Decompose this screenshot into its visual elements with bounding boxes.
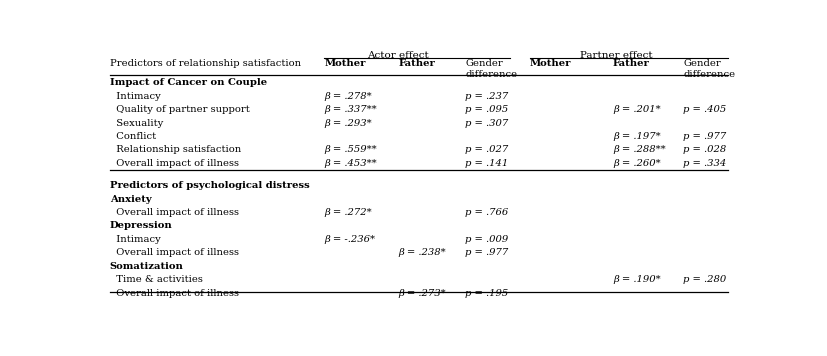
Text: β = .201*: β = .201* — [613, 105, 661, 114]
Text: p = .977: p = .977 — [683, 132, 727, 141]
Text: p = .977: p = .977 — [466, 248, 509, 257]
Text: Gender
difference: Gender difference — [466, 59, 518, 79]
Text: p = .307: p = .307 — [466, 119, 509, 127]
Text: p = .095: p = .095 — [466, 105, 509, 114]
Text: Conflict: Conflict — [110, 132, 156, 141]
Text: β = .288**: β = .288** — [613, 146, 666, 155]
Text: Intimacy: Intimacy — [110, 92, 160, 101]
Text: β = .197*: β = .197* — [613, 132, 661, 141]
Text: p = .280: p = .280 — [683, 275, 727, 284]
Text: β = .190*: β = .190* — [613, 275, 661, 284]
Text: p = .237: p = .237 — [466, 92, 509, 101]
Text: p = .405: p = .405 — [683, 105, 727, 114]
Text: Anxiety: Anxiety — [110, 194, 151, 204]
Text: β = .278*: β = .278* — [324, 92, 372, 101]
Text: β = .337**: β = .337** — [324, 105, 377, 114]
Text: Overall impact of illness: Overall impact of illness — [110, 208, 239, 217]
Text: β = .293*: β = .293* — [324, 119, 372, 127]
Text: β = -.236*: β = -.236* — [324, 235, 375, 244]
Text: β = .273*: β = .273* — [399, 289, 446, 298]
Text: p = .195: p = .195 — [466, 289, 509, 298]
Text: Impact of Cancer on Couple: Impact of Cancer on Couple — [110, 78, 267, 87]
Text: Intimacy: Intimacy — [110, 235, 160, 244]
Text: Mother: Mother — [529, 59, 571, 68]
Text: β = .238*: β = .238* — [399, 248, 446, 257]
Text: Father: Father — [399, 59, 435, 68]
Text: Gender
difference: Gender difference — [683, 59, 735, 79]
Text: Time & activities: Time & activities — [110, 275, 203, 284]
Text: p = .028: p = .028 — [683, 146, 727, 155]
Text: p = .009: p = .009 — [466, 235, 509, 244]
Text: β = .453**: β = .453** — [324, 159, 377, 168]
Text: Sexuality: Sexuality — [110, 119, 163, 127]
Text: β = .559**: β = .559** — [324, 146, 377, 155]
Text: Relationship satisfaction: Relationship satisfaction — [110, 146, 241, 155]
Text: Actor effect: Actor effect — [367, 51, 429, 60]
Text: β = .272*: β = .272* — [324, 208, 372, 217]
Text: p = .766: p = .766 — [466, 208, 509, 217]
Text: Overall impact of illness: Overall impact of illness — [110, 159, 239, 168]
Text: Quality of partner support: Quality of partner support — [110, 105, 250, 114]
Text: p = .027: p = .027 — [466, 146, 509, 155]
Text: Overall impact of illness: Overall impact of illness — [110, 248, 239, 257]
Text: Depression: Depression — [110, 221, 173, 230]
Text: Somatization: Somatization — [110, 262, 184, 271]
Text: Father: Father — [613, 59, 650, 68]
Text: Predictors of psychological distress: Predictors of psychological distress — [110, 181, 309, 190]
Text: Partner effect: Partner effect — [580, 51, 653, 60]
Text: p = .334: p = .334 — [683, 159, 727, 168]
Text: Predictors of relationship satisfaction: Predictors of relationship satisfaction — [110, 59, 301, 68]
Text: β = .260*: β = .260* — [613, 159, 661, 168]
Text: p = .141: p = .141 — [466, 159, 509, 168]
Text: Mother: Mother — [324, 59, 366, 68]
Text: Overall impact of illness: Overall impact of illness — [110, 289, 239, 298]
